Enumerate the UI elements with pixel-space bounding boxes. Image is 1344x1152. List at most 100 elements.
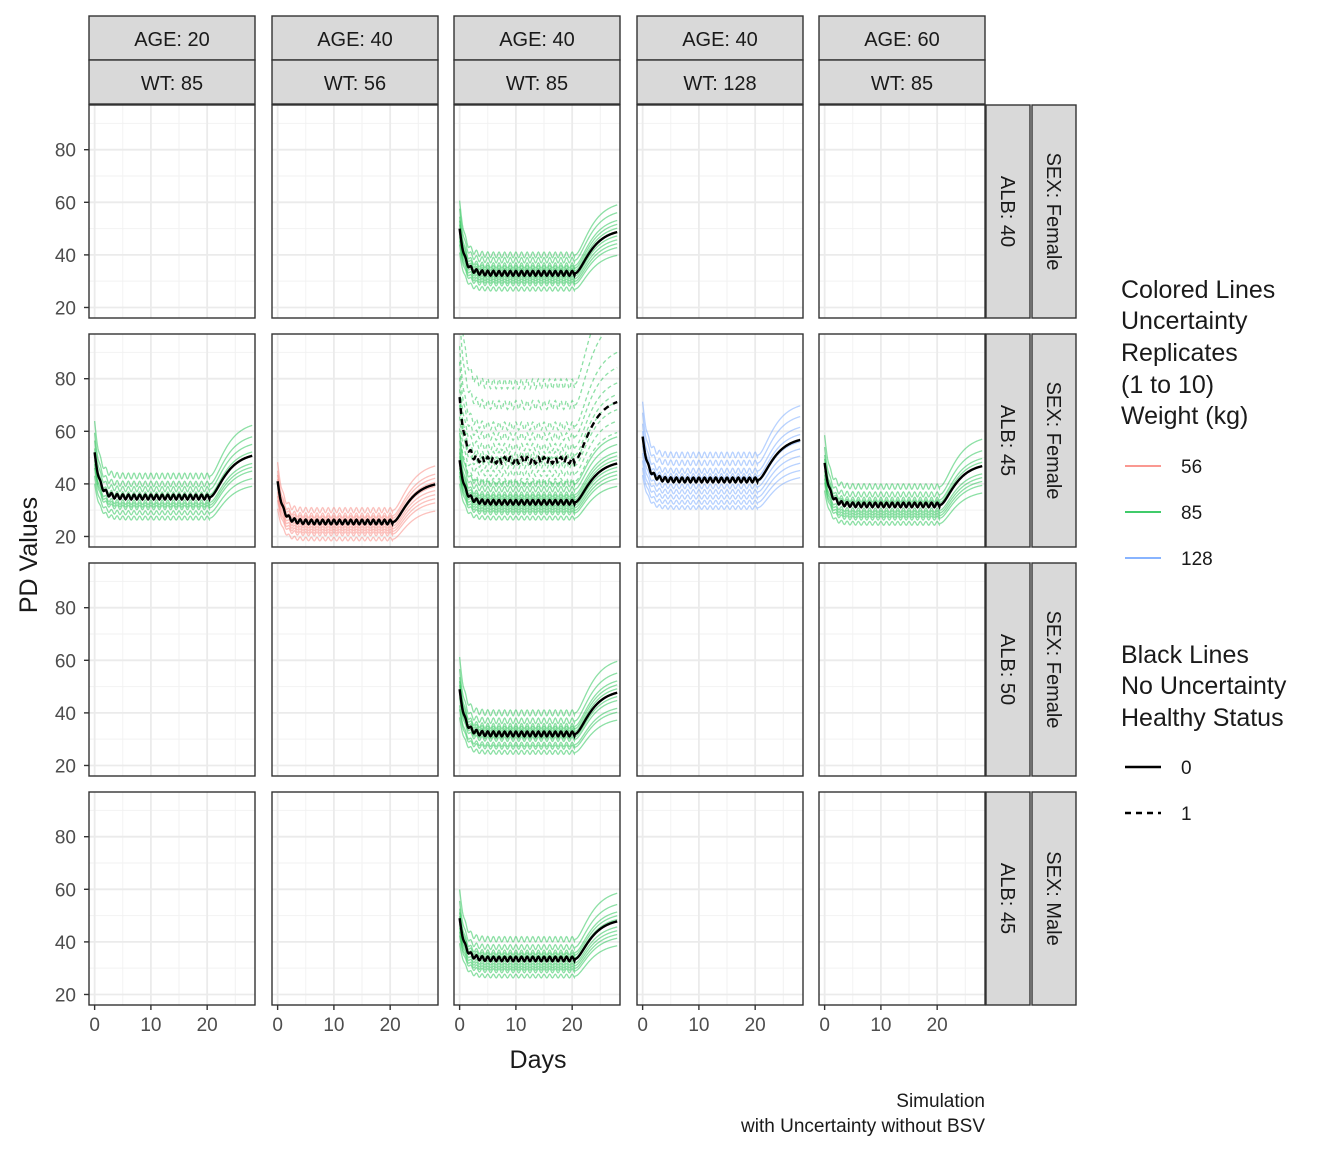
panel-r0-c0	[88, 104, 256, 319]
panel-border	[818, 104, 986, 319]
panel-background	[89, 334, 255, 547]
panel-r3-c0	[88, 791, 256, 1006]
replicate-line	[458, 677, 618, 731]
panel-background	[89, 792, 255, 1005]
replicate-line	[458, 889, 618, 944]
strip-age-label: AGE: 40	[317, 29, 393, 51]
y-tick-label: 60	[55, 651, 76, 672]
panel-background	[272, 105, 438, 318]
y-axis-title: PD Values	[15, 497, 43, 613]
replicate-line	[458, 240, 618, 285]
panel-background	[637, 792, 803, 1005]
replicate-line	[458, 927, 618, 969]
replicate-line-dashed	[458, 361, 618, 442]
panel-grid	[454, 563, 620, 776]
legend-colored-title-1: Colored Lines	[1121, 276, 1275, 304]
y-tick-label: 60	[55, 422, 76, 443]
replicate-line-dashed	[460, 334, 605, 411]
strip-sex-label: SEX: Female	[1042, 153, 1064, 271]
replicate-line	[458, 467, 618, 511]
panel-grid	[819, 334, 985, 547]
panel-border	[88, 333, 256, 548]
typical-line-status-0	[93, 452, 253, 503]
x-tick-label: 0	[637, 1015, 648, 1036]
y-tick-label: 20	[55, 298, 76, 319]
panel-r1-c0	[88, 333, 256, 548]
panel-border	[271, 562, 439, 777]
replicate-line	[458, 943, 618, 980]
replicate-line	[823, 446, 983, 499]
replicate-line	[458, 669, 618, 726]
y-tick-label: 80	[55, 370, 76, 391]
replicate-line	[93, 432, 253, 489]
strip-alb-label: ALB: 50	[996, 634, 1018, 705]
replicate-line	[641, 430, 801, 480]
panel-data	[458, 889, 618, 980]
panel-r2-c0	[88, 562, 256, 777]
x-tick-label: 10	[505, 1015, 526, 1036]
legend-black-title-1: Black Lines	[1121, 641, 1249, 669]
replicate-line	[641, 460, 801, 501]
panel-background	[819, 105, 985, 318]
replicate-line	[93, 460, 253, 506]
replicate-line	[458, 452, 618, 501]
legend-label-85: 85	[1181, 503, 1202, 524]
strip-age-label: AGE: 60	[864, 29, 940, 51]
replicate-line	[276, 474, 436, 522]
x-axis-title: Days	[510, 1046, 567, 1074]
strip-sex-label: SEX: Female	[1042, 611, 1064, 729]
y-tick-label: 20	[55, 527, 76, 548]
strip-age-label: AGE: 40	[682, 29, 758, 51]
replicate-line	[458, 471, 618, 514]
replicate-line	[276, 487, 436, 530]
panel-data	[823, 435, 983, 527]
strip-wt-label: WT: 128	[683, 73, 756, 95]
strip-wt-label: WT: 56	[324, 73, 386, 95]
replicate-line	[641, 467, 801, 506]
panel-data	[458, 656, 618, 756]
typical-line-status-0	[641, 436, 801, 486]
x-tick-label: 20	[380, 1015, 401, 1036]
panel-r3-c3	[636, 791, 804, 1006]
replicate-line	[458, 935, 618, 974]
panel-r2-c1	[271, 562, 439, 777]
panel-grid	[89, 563, 255, 776]
replicate-line-dashed	[458, 416, 618, 478]
replicate-line	[641, 452, 801, 496]
panel-border	[636, 562, 804, 777]
y-axis-row-1: 20 40 60 80	[55, 370, 89, 548]
y-axis-row-0: 20 40 60 80	[55, 141, 89, 319]
caption-line-2: with Uncertainty without BSV	[740, 1116, 985, 1137]
replicate-line	[458, 717, 618, 756]
legend-black-lines: Black Lines No Uncertainty Healthy Statu…	[1121, 641, 1287, 825]
replicate-line	[276, 500, 436, 537]
replicate-line-dashed	[462, 334, 592, 391]
panel-grid	[454, 105, 620, 318]
replicate-line	[458, 912, 618, 959]
y-tick-label: 40	[55, 475, 76, 496]
panel-grid	[272, 792, 438, 1005]
y-tick-label: 20	[55, 756, 76, 777]
panel-border	[818, 333, 986, 548]
replicate-line	[458, 252, 618, 293]
panel-grid	[89, 334, 255, 547]
panel-border	[88, 104, 256, 319]
strip-wt-label: WT: 85	[871, 73, 933, 95]
replicate-line-dashed	[458, 377, 618, 452]
replicate-line	[93, 463, 253, 509]
panel-data	[458, 200, 618, 293]
legend-black-title-2: No Uncertainty	[1121, 672, 1287, 700]
panel-r2-c3	[636, 562, 804, 777]
panel-r1-c1	[271, 333, 439, 548]
panel-background	[272, 563, 438, 776]
panel-border	[636, 104, 804, 319]
replicate-line	[93, 421, 253, 481]
panel-r0-c2	[453, 104, 621, 319]
panel-border	[453, 104, 621, 319]
replicate-line	[458, 464, 618, 509]
strip-col-1: AGE: 40 WT: 56	[271, 15, 439, 105]
typical-line-status-0	[458, 689, 618, 740]
replicate-line	[93, 467, 253, 512]
